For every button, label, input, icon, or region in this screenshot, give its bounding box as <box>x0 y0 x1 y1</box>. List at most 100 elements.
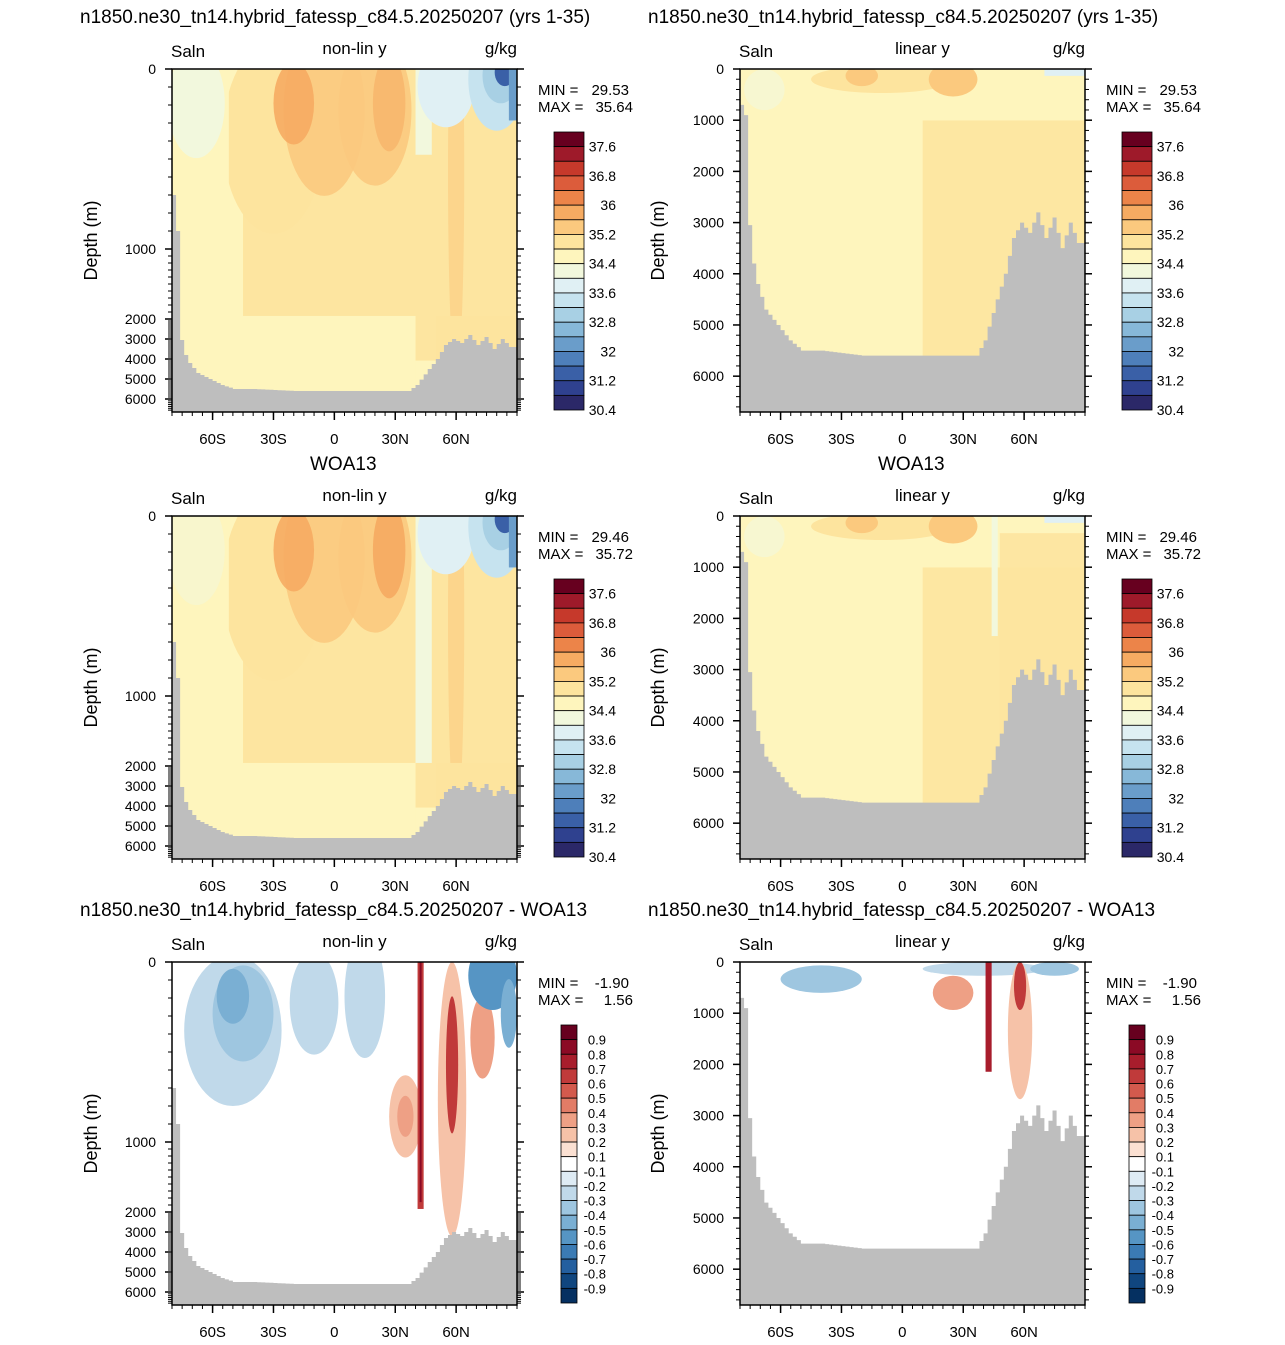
colorbar-label: 30.4 <box>1157 402 1184 418</box>
min-value: -1.90 <box>595 975 629 992</box>
colorbar-swatch <box>1121 263 1153 279</box>
x-tick-label: 30S <box>828 431 855 448</box>
colorbar-label: 31.2 <box>589 373 616 389</box>
colorbar-label: 35.2 <box>589 226 616 242</box>
colorbar-swatch <box>1121 666 1153 682</box>
colorbar-swatch <box>1121 190 1153 206</box>
y-tick-label: 4000 <box>693 1159 724 1175</box>
colorbar-swatch <box>1128 1287 1146 1304</box>
colorbar-label: 32 <box>600 343 616 359</box>
colorbar-swatch <box>1121 798 1153 814</box>
axes: 0 1000 2000 3000 4000 5000 6000 60S 30S 0 30N 60N Sa… <box>648 932 1201 1341</box>
colorbar-swatch <box>560 1097 578 1114</box>
axes: 0 1000 2000 3000 4000 5000 6000 60S 30S 0 30N 60N Sa… <box>81 39 633 448</box>
colorbar-swatch <box>1128 1141 1146 1158</box>
difference-colorbar: 0.90.80.70.60.50.40.30.20.1-0.1-0.2-0.3-… <box>1128 1024 1174 1304</box>
y-axis-label: Depth (m) <box>81 1093 101 1173</box>
y-tick-label: 2000 <box>125 758 156 774</box>
colorbar-label: 37.6 <box>1157 139 1184 155</box>
max-value: 35.64 <box>595 99 633 116</box>
colorbar-label: -0.1 <box>1152 1164 1174 1179</box>
colorbar-label: -0.8 <box>584 1267 606 1282</box>
colorbar-swatch <box>1128 1112 1146 1128</box>
x-tick-label: 0 <box>898 878 906 895</box>
x-tick-label: 60S <box>767 1324 794 1341</box>
colorbar-swatch <box>553 234 585 250</box>
title-diff-right: n1850.ne30_tn14.hybrid_fatessp_c84.5.202… <box>648 900 1156 921</box>
colorbar-label: 34.4 <box>1157 703 1184 719</box>
field-patch <box>417 69 475 128</box>
axes: 0 1000 2000 3000 4000 5000 6000 60S 30S 0 30N 60N Sa… <box>648 39 1201 448</box>
colorbar-label: 0.9 <box>588 1033 606 1048</box>
colorbar-label: 34.4 <box>1157 256 1184 272</box>
y-tick-label: 0 <box>148 61 156 77</box>
colorbar-swatch <box>560 1244 578 1260</box>
colorbar-label: 0.4 <box>1156 1106 1174 1121</box>
bathymetry-land <box>740 551 1085 859</box>
colorbar-swatch <box>1128 1156 1146 1172</box>
y-tick-label: 2000 <box>693 610 724 626</box>
bathymetry-land <box>172 195 517 412</box>
colorbar-swatch <box>553 724 585 741</box>
field-label: Saln <box>171 935 205 954</box>
bathymetry-land <box>740 997 1085 1305</box>
units-label: g/kg <box>1053 486 1085 505</box>
salinity-field <box>740 516 1085 859</box>
colorbar-label: 32 <box>1168 790 1184 806</box>
colorbar-swatch <box>1128 1083 1146 1099</box>
bathymetry-land <box>740 104 1085 412</box>
bathymetry-land <box>172 642 517 859</box>
colorbar-label: 0.7 <box>588 1062 606 1077</box>
y-tick-label: 0 <box>148 954 156 970</box>
units-label: g/kg <box>485 486 517 505</box>
y-tick-label: 6000 <box>693 368 724 384</box>
colorbar-swatch <box>1121 394 1153 411</box>
colorbar-swatch <box>1128 1229 1146 1245</box>
colorbar-label: 36.8 <box>589 615 616 631</box>
colorbar-swatch <box>553 798 585 814</box>
colorbar-label: 36.8 <box>589 168 616 184</box>
field-patch <box>928 69 978 97</box>
colorbar-label: 33.6 <box>1157 285 1184 301</box>
colorbar-swatch <box>560 1024 578 1041</box>
colorbar-swatch <box>560 1170 578 1187</box>
colorbar-swatch <box>1121 651 1153 668</box>
colorbar-swatch <box>1121 593 1153 609</box>
colorbar-label: -0.3 <box>584 1194 606 1209</box>
colorbar-label: -0.5 <box>584 1223 606 1238</box>
y-tick-label: 5000 <box>125 818 156 834</box>
x-tick-label: 0 <box>898 431 906 448</box>
colorbar-swatch <box>1121 380 1153 396</box>
y-tick-label: 0 <box>716 508 724 524</box>
field-label: Saln <box>171 489 205 508</box>
colorbar-label: 37.6 <box>1157 586 1184 602</box>
y-tick-label: 5000 <box>125 371 156 387</box>
colorbar-label: 0.9 <box>1156 1033 1174 1048</box>
colorbar-swatch <box>553 695 585 712</box>
colorbar-label: -0.5 <box>1152 1223 1174 1238</box>
colorbar-swatch <box>553 622 585 638</box>
colorbar-swatch <box>553 175 585 191</box>
colorbar-swatch <box>1121 622 1153 638</box>
y-axis-label: Depth (m) <box>648 647 668 727</box>
colorbar-label: 0.2 <box>588 1135 606 1150</box>
title-model-left: n1850.ne30_tn14.hybrid_fatessp_c84.5.202… <box>80 7 591 28</box>
colorbar-swatch <box>1121 783 1153 799</box>
colorbar-swatch <box>1121 754 1153 770</box>
min-label: MIN = <box>1106 529 1147 546</box>
colorbar-swatch <box>553 277 585 294</box>
field-label: Saln <box>739 42 773 61</box>
colorbar-swatch <box>1128 1244 1146 1260</box>
y-tick-label: 2000 <box>693 163 724 179</box>
colorbar-label: 0.3 <box>1156 1120 1174 1135</box>
x-tick-label: 60N <box>442 1324 470 1341</box>
colorbar-label: 36 <box>1168 644 1184 660</box>
max-value: 35.72 <box>595 546 633 563</box>
max-label: MAX = <box>538 992 584 1009</box>
colorbar-label: -0.4 <box>584 1208 606 1223</box>
colorbar-swatch <box>553 204 585 221</box>
colorbar-label: 30.4 <box>589 849 616 865</box>
colorbar-swatch <box>560 1127 578 1143</box>
colorbar-label: 35.2 <box>1157 226 1184 242</box>
colorbar-swatch <box>1121 277 1153 294</box>
